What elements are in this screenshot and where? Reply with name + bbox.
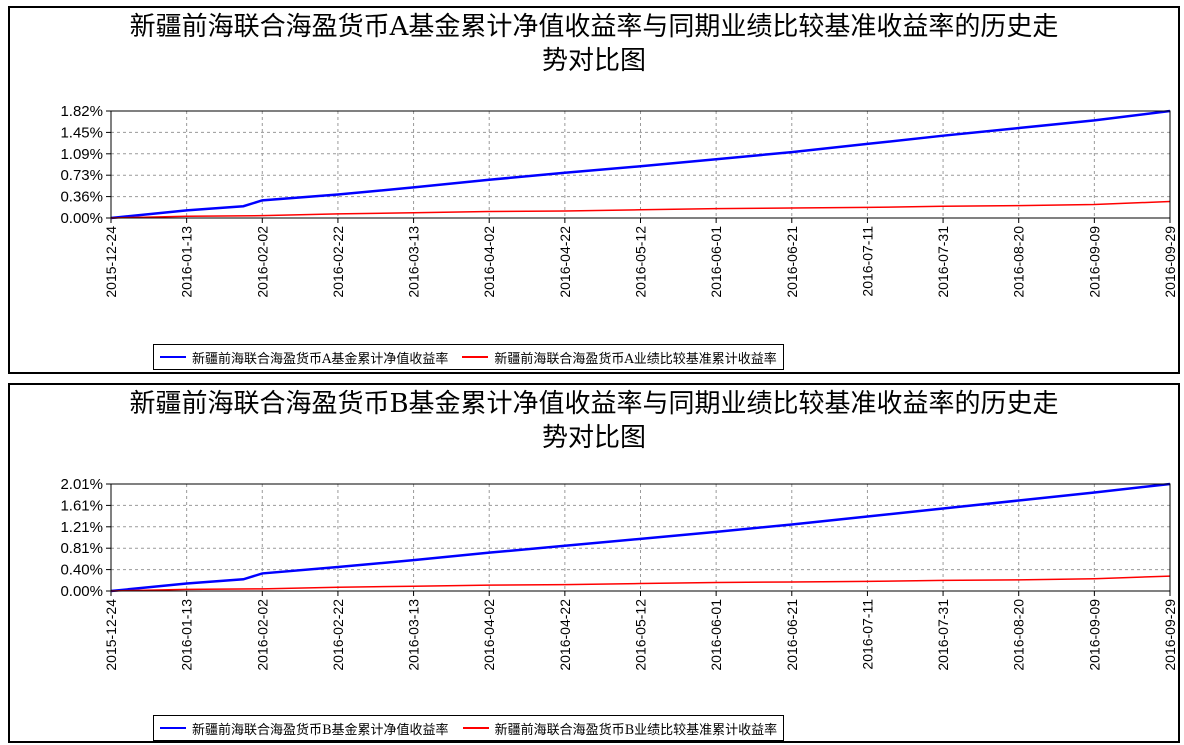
legend-swatch-red [462,727,489,729]
x-tick-label: 2016-07-11 [859,226,875,297]
x-tick-label: 2016-05-12 [633,226,649,298]
y-tick-label: 1.45% [60,124,103,141]
x-tick-label: 2016-01-13 [179,226,195,298]
y-tick-label: 0.00% [60,583,103,600]
legend-label: 新疆前海联合海盈货币B基金累计净值收益率 [192,722,449,738]
x-tick-label: 2015-12-24 [103,599,119,671]
chart-panel-a: 新疆前海联合海盈货币A基金累计净值收益率与同期业绩比较基准收益率的历史走 势对比… [8,6,1180,374]
chart-legend: 新疆前海联合海盈货币A基金累计净值收益率 新疆前海联合海盈货币A业绩比较基准累计… [153,344,784,370]
x-tick-label: 2016-09-29 [1162,226,1178,298]
x-tick-label: 2016-07-11 [859,599,875,670]
plot-area [111,484,1170,591]
chart-title-line-2: 势对比图 [541,46,646,76]
x-tick-label: 2016-03-13 [406,226,422,298]
chart-title-line-1: 新疆前海联合海盈货币A基金累计净值收益率与同期业绩比较基准收益率的历史走 [129,12,1059,42]
x-tick-label: 2016-04-22 [557,599,573,671]
x-tick-label: 2015-12-24 [103,226,119,298]
x-tick-label: 2016-04-22 [557,226,573,298]
chart-legend: 新疆前海联合海盈货币B基金累计净值收益率 新疆前海联合海盈货币B业绩比较基准累计… [153,715,785,741]
y-tick-label: 1.09% [60,146,103,163]
x-tick-label: 2016-02-22 [330,599,346,671]
y-tick-label: 1.82% [60,103,103,120]
y-tick-label: 0.40% [60,562,103,579]
chart-panel-b: 新疆前海联合海盈货币B基金累计净值收益率与同期业绩比较基准收益率的历史走 势对比… [8,383,1180,743]
chart-title-line-1: 新疆前海联合海盈货币B基金累计净值收益率与同期业绩比较基准收益率的历史走 [129,389,1059,419]
x-tick-label: 2016-08-20 [1011,599,1027,671]
x-tick-label: 2016-09-29 [1162,599,1178,671]
x-tick-label: 2016-05-12 [633,599,649,671]
x-tick-label: 2016-03-13 [406,599,422,671]
x-tick-label: 2016-06-21 [784,599,800,671]
x-tick-label: 2016-02-02 [254,599,270,671]
legend-label: 新疆前海联合海盈货币A基金累计净值收益率 [192,351,449,367]
y-tick-label: 2.01% [60,476,103,493]
x-tick-label: 2016-09-09 [1086,226,1102,298]
chart-title: 新疆前海联合海盈货币B基金累计净值收益率与同期业绩比较基准收益率的历史走 势对比… [10,387,1178,455]
legend-label: 新疆前海联合海盈货币B业绩比较基准累计收益率 [494,722,778,738]
chart-title: 新疆前海联合海盈货币A基金累计净值收益率与同期业绩比较基准收益率的历史走 势对比… [10,10,1178,78]
y-tick-label: 0.00% [60,210,103,227]
y-tick-label: 0.73% [60,167,103,184]
legend-item: 新疆前海联合海盈货币B基金累计净值收益率 [160,719,449,738]
plot-area [111,111,1170,218]
x-tick-label: 2016-06-01 [708,226,724,298]
chart-title-line-2: 势对比图 [541,423,646,453]
x-tick-label: 2016-01-13 [179,599,195,671]
plot-frame [110,483,1171,592]
line-chart: 0.00% 0.40% 0.81% 1.21% 1.61% 2.01% 2015-12-24… [60,476,1178,671]
x-tick-label: 2016-04-02 [481,226,497,298]
series-line-nav-return [110,109,1171,220]
y-tick-label: 1.21% [60,519,103,536]
x-tick-label: 2016-02-22 [330,226,346,298]
legend-swatch-blue [160,356,186,358]
x-tick-label: 2016-07-31 [935,599,951,671]
x-tick-label: 2016-06-21 [784,226,800,298]
y-tick-label: 0.36% [60,189,103,206]
x-tick-label: 2016-07-31 [935,226,951,298]
series-line-nav-return [110,482,1171,593]
legend-item: 新疆前海联合海盈货币A基金累计净值收益率 [160,348,448,367]
legend-item: 新疆前海联合海盈货币B业绩比较基准累计收益率 [462,719,778,738]
plot-frame [110,110,1171,219]
legend-label: 新疆前海联合海盈货币A业绩比较基准累计收益率 [494,351,777,367]
legend-swatch-red [462,356,489,358]
legend-swatch-blue [160,727,186,729]
line-chart: 0.00% 0.36% 0.73% 1.09% 1.45% 1.82% 2015-12-24… [60,103,1178,298]
y-tick-label: 0.81% [60,540,103,557]
x-tick-label: 2016-08-20 [1011,226,1027,298]
x-tick-label: 2016-09-09 [1086,599,1102,671]
x-tick-label: 2016-04-02 [481,599,497,671]
y-tick-label: 1.61% [60,497,103,514]
x-tick-label: 2016-06-01 [708,599,724,671]
x-tick-label: 2016-02-02 [254,226,270,298]
legend-item: 新疆前海联合海盈货币A业绩比较基准累计收益率 [462,348,777,367]
